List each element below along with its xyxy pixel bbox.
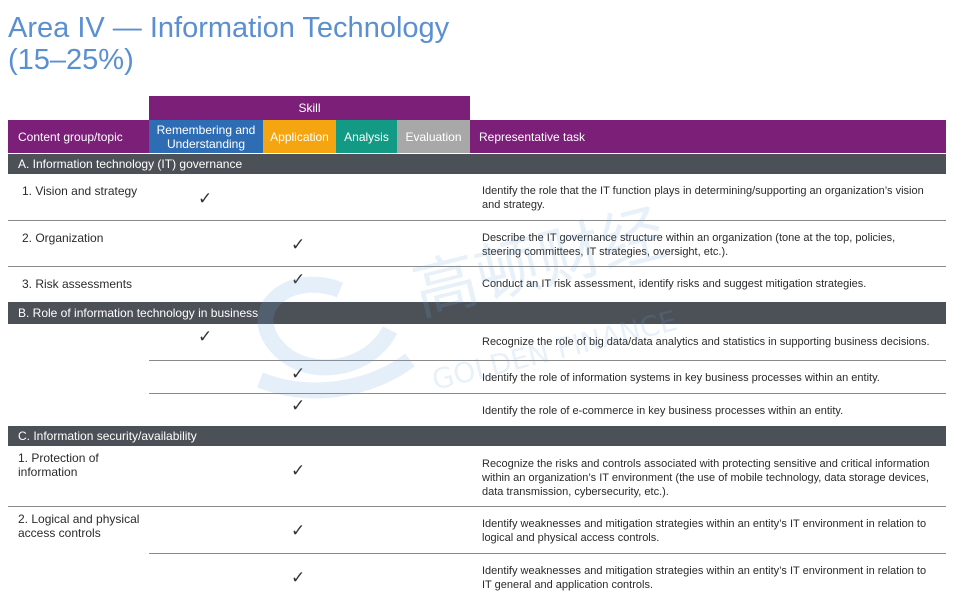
check-icon: ✓ xyxy=(291,568,306,588)
check-icon: ✓ xyxy=(291,270,306,290)
skill-header: Skill xyxy=(149,96,470,120)
task-text: Identify weaknesses and mitigation strat… xyxy=(482,518,927,544)
header-application: Application xyxy=(263,120,336,153)
check-icon: ✓ xyxy=(291,364,306,384)
section-c-header: C. Information security/availability xyxy=(8,426,946,446)
topic-vision-strategy: 1. Vision and strategy xyxy=(22,184,138,198)
header-remembering: Remembering and Understanding xyxy=(149,120,263,153)
title-line-1: Area IV — Information Technology xyxy=(8,12,450,44)
task-text: Identify weaknesses and mitigation strat… xyxy=(482,565,927,591)
section-a-header: A. Information technology (IT) governanc… xyxy=(8,154,946,174)
topic-organization: 2. Organization xyxy=(22,231,104,245)
row-divider xyxy=(8,266,946,267)
topic-protection-of-information: 1. Protection of information xyxy=(18,451,99,479)
row-divider xyxy=(149,553,946,554)
check-icon: ✓ xyxy=(291,521,306,541)
topic-risk-assessments: 3. Risk assessments xyxy=(22,277,133,291)
task-text: Identify the role of information systems… xyxy=(482,372,880,384)
check-icon: ✓ xyxy=(198,189,213,209)
task-text: Recognize the role of big data/data anal… xyxy=(482,336,930,348)
topic-access-controls: 2. Logical and physical access controls xyxy=(18,512,140,540)
page-title: Area IV — Information Technology (15–25%… xyxy=(8,12,449,76)
row-divider xyxy=(149,393,946,394)
title-line-2: (15–25%) xyxy=(8,44,134,76)
row-divider xyxy=(149,360,946,361)
row-divider xyxy=(8,220,946,221)
check-icon: ✓ xyxy=(291,396,306,416)
row-divider xyxy=(8,506,946,507)
task-text: Recognize the risks and controls associa… xyxy=(482,458,930,498)
check-icon: ✓ xyxy=(291,461,306,481)
header-analysis: Analysis xyxy=(336,120,397,153)
header-evaluation: Evaluation xyxy=(397,120,470,153)
task-text: Identify the role that the IT function p… xyxy=(482,185,924,211)
header-content-group: Content group/topic xyxy=(8,120,149,153)
check-icon: ✓ xyxy=(291,235,306,255)
task-text: Describe the IT governance structure wit… xyxy=(482,232,896,258)
task-text: Conduct an IT risk assessment, identify … xyxy=(482,278,867,290)
header-representative-task: Representative task xyxy=(470,120,946,153)
section-b-header: B. Role of information technology in bus… xyxy=(8,302,946,324)
task-text: Identify the role of e-commerce in key b… xyxy=(482,405,844,417)
check-icon: ✓ xyxy=(198,327,213,347)
